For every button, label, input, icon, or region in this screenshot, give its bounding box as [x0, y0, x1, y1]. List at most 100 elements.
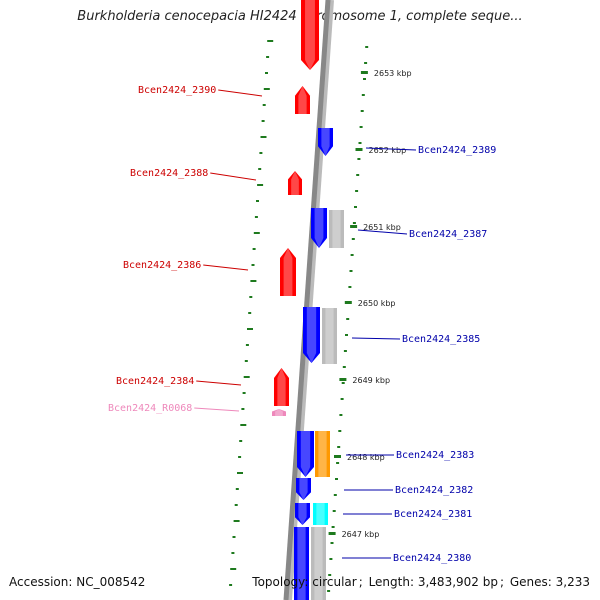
gene-label-Bcen2424_2386[interactable]: Bcen2424_2386 [123, 260, 249, 271]
minor-tick [259, 152, 263, 154]
feature-top-forward[interactable] [301, 0, 319, 70]
minor-tick [257, 184, 264, 186]
minor-tick [327, 590, 331, 592]
feature-Bcen2424_2381[interactable] [295, 503, 310, 525]
minor-tick [232, 536, 236, 538]
gene-callouts: Bcen2424_2390 Bcen2424_2388 Bcen2424_2386 B… [108, 85, 496, 564]
gene-label-Bcen2424_2387[interactable]: Bcen2424_2387 [357, 229, 487, 240]
minor-tick [242, 392, 246, 394]
major-tick [334, 455, 341, 458]
feature-2383-orange[interactable] [315, 431, 330, 477]
minor-tick [261, 120, 265, 122]
minor-tick [360, 110, 364, 112]
gene-label-Bcen2424_2389[interactable]: Bcen2424_2389 [365, 145, 496, 156]
gene-label-Bcen2424_2385[interactable]: Bcen2424_2385 [351, 334, 480, 345]
minor-tick [249, 296, 253, 298]
minor-tick [338, 430, 342, 432]
tick-label: 2652 kbp [369, 146, 407, 155]
topology-label: Topology: [252, 575, 309, 589]
feature-Bcen2424_2390[interactable] [295, 86, 310, 114]
minor-tick [245, 344, 249, 346]
minor-tick [248, 312, 252, 314]
feature-2380-gray[interactable] [311, 527, 326, 600]
tick-label: 2649 kbp [352, 376, 390, 385]
gene-label-text: Bcen2424_2383 [396, 450, 474, 461]
minor-tick-marks [229, 40, 369, 592]
minor-tick [244, 360, 248, 362]
gene-label-Bcen2424_2382[interactable]: Bcen2424_2382 [344, 485, 473, 496]
gene-label-Bcen2424_2380[interactable]: Bcen2424_2380 [342, 553, 471, 564]
minor-tick [237, 472, 243, 474]
minor-tick [350, 254, 354, 256]
feature-Bcen2424_2382[interactable] [296, 478, 311, 500]
gene-label-Bcen2424_2388[interactable]: Bcen2424_2388 [130, 168, 257, 181]
genes-label: Genes: [509, 575, 552, 589]
gene-label-Bcen2424_R0068[interactable]: Bcen2424_R0068 [108, 403, 240, 414]
minor-tick [351, 238, 355, 240]
feature-Bcen2424_R0068[interactable] [272, 409, 286, 416]
backbone-shadow [286, 0, 334, 600]
feature-Bcen2424_2384[interactable] [274, 368, 289, 406]
accession-label: Accession: [9, 575, 73, 589]
minor-tick [234, 504, 238, 506]
minor-tick [339, 414, 343, 416]
tick-label: 2651 kbp [363, 223, 401, 232]
minor-tick [239, 440, 243, 442]
minor-tick [340, 398, 344, 400]
topology-value: circular [312, 575, 357, 589]
minor-tick [231, 552, 235, 554]
minor-tick [361, 94, 365, 96]
major-tick [339, 378, 347, 381]
feature-Bcen2424_2386[interactable] [280, 248, 296, 296]
feature-Bcen2424_2383[interactable] [297, 431, 314, 477]
gene-label-text: Bcen2424_2389 [418, 145, 496, 156]
major-tick [344, 301, 352, 304]
gene-label-Bcen2424_2381[interactable]: Bcen2424_2381 [343, 509, 472, 520]
tick-label: 2650 kbp [358, 299, 396, 308]
feature-2381-cyan[interactable] [313, 503, 328, 525]
major-tick [350, 225, 358, 228]
backbone-line [283, 0, 331, 600]
feature-Bcen2424_2389[interactable] [318, 128, 333, 156]
minor-tick [336, 462, 340, 464]
minor-tick [252, 248, 256, 250]
minor-tick [230, 568, 237, 570]
minor-tick [337, 446, 341, 448]
feature-Bcen2424_2388[interactable] [288, 171, 302, 195]
minor-tick [247, 328, 253, 330]
gene-label-Bcen2424_2390[interactable]: Bcen2424_2390 [138, 85, 263, 97]
feature-2387-gray[interactable] [329, 210, 344, 248]
gene-label-text: Bcen2424_2386 [123, 260, 201, 271]
gene-label-Bcen2424_2383[interactable]: Bcen2424_2383 [346, 450, 474, 461]
genes-value: 3,233 [555, 575, 590, 589]
minor-tick [258, 168, 262, 170]
feature-Bcen2424_2387[interactable] [311, 208, 327, 248]
minor-tick [265, 72, 268, 74]
gene-label-text: Bcen2424_2387 [409, 229, 487, 240]
minor-tick [262, 104, 266, 106]
accession-info: Accession: NC_008542 [9, 575, 145, 589]
feature-Bcen2424_2380[interactable] [294, 527, 309, 600]
feature-Bcen2424_2385[interactable] [303, 307, 320, 363]
minor-tick [348, 286, 352, 288]
gene-label-text: Bcen2424_2381 [394, 509, 472, 520]
minor-tick [328, 574, 332, 576]
minor-tick [240, 424, 247, 426]
minor-tick [332, 510, 336, 512]
major-tick [355, 148, 363, 151]
feature-track [272, 0, 344, 600]
feature-2385-gray[interactable] [322, 308, 337, 364]
minor-tick [229, 584, 233, 586]
page-title: Burkholderia cenocepacia HI2424 chromoso… [77, 9, 523, 24]
minor-tick [256, 200, 259, 202]
minor-tick [260, 136, 267, 138]
gene-label-text: Bcen2424_2390 [138, 85, 216, 96]
minor-tick [254, 216, 258, 218]
gene-label-Bcen2424_2384[interactable]: Bcen2424_2384 [116, 376, 242, 387]
gene-label-text: Bcen2424_2388 [130, 168, 208, 179]
minor-tick [238, 456, 242, 458]
minor-tick [333, 494, 337, 496]
minor-tick [235, 488, 239, 490]
minor-tick [363, 78, 366, 80]
minor-tick [349, 270, 353, 272]
